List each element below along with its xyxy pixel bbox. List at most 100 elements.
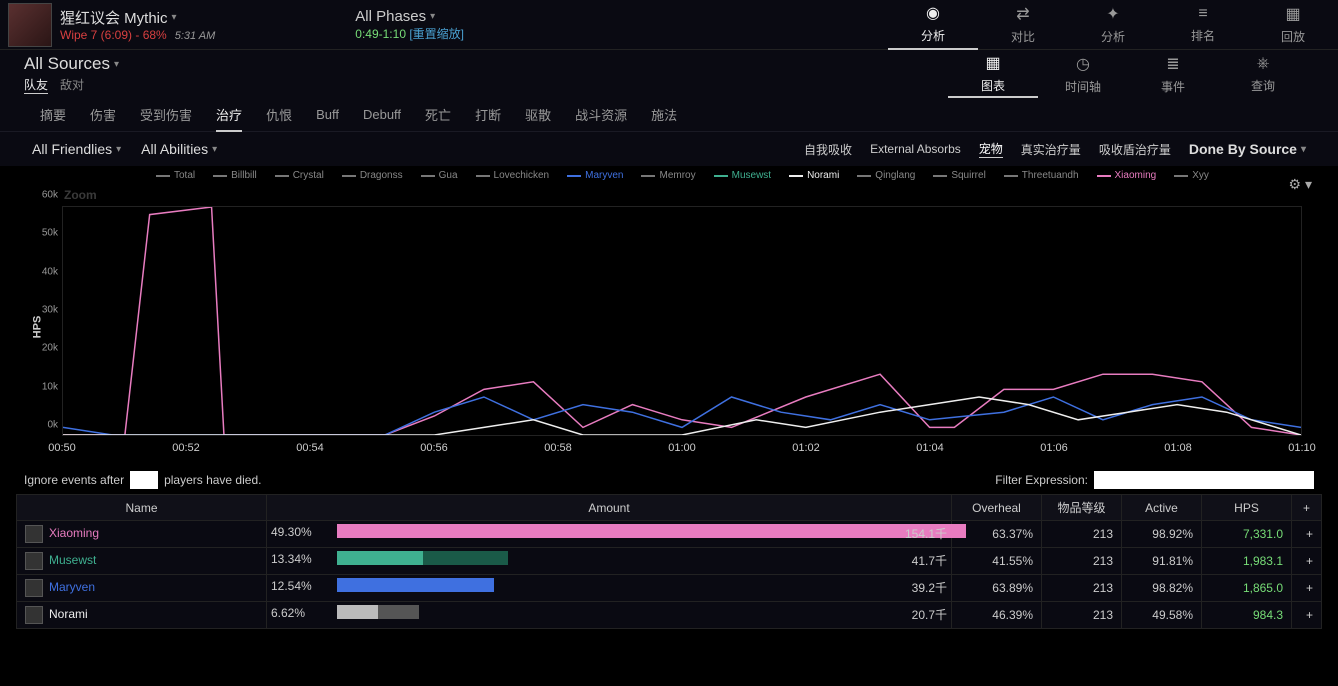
cat-tab-治疗[interactable]: 治疗: [216, 105, 242, 132]
top-tab-分析[interactable]: ◉分析: [888, 0, 978, 50]
cell-active: 98.92%: [1122, 521, 1202, 548]
expand-button[interactable]: +: [1292, 521, 1322, 548]
plot-area[interactable]: [62, 206, 1302, 436]
x-tick: 01:00: [668, 442, 696, 454]
expand-button[interactable]: +: [1292, 548, 1322, 575]
cat-tab-施法[interactable]: 施法: [651, 105, 677, 124]
tab-label: 对比: [1011, 28, 1035, 45]
tab-icon: ◉: [926, 3, 940, 23]
cell-ilvl: 213: [1042, 575, 1122, 602]
view-tab-图表[interactable]: ▦图表: [948, 50, 1038, 98]
legend-item-Dragonss[interactable]: Dragonss: [342, 170, 403, 181]
top-tab-回放[interactable]: ▦ 回放: [1248, 0, 1338, 50]
legend-item-Threetuandh[interactable]: Threetuandh: [1004, 170, 1079, 181]
cat-tab-仇恨[interactable]: 仇恨: [266, 105, 292, 124]
col-物品等级[interactable]: 物品等级: [1042, 495, 1122, 521]
filter-expr-input[interactable]: [1094, 471, 1314, 489]
legend-item-Lovechicken[interactable]: Lovechicken: [476, 170, 550, 181]
cell-amount: 49.30%154.1千: [267, 521, 952, 548]
col-Amount[interactable]: Amount: [267, 495, 952, 521]
view-tab-事件[interactable]: ≣ 事件: [1128, 50, 1218, 98]
legend-item-Billbill[interactable]: Billbill: [213, 170, 257, 181]
legend-item-Xyy[interactable]: Xyy: [1174, 170, 1209, 181]
sources-dropdown[interactable]: All Sources ▾: [24, 54, 119, 74]
abilities-dropdown[interactable]: All Abilities ▾: [141, 141, 217, 157]
top-tab-排名[interactable]: ≡排名: [1158, 0, 1248, 50]
tab-label: 排名: [1191, 27, 1215, 44]
view-tab-时间轴[interactable]: ◷时间轴: [1038, 50, 1128, 98]
col-Overheal[interactable]: Overheal: [952, 495, 1042, 521]
legend-item-Memroy[interactable]: Memroy: [641, 170, 695, 181]
y-tick: 50k: [42, 228, 58, 239]
tab-label: 查询: [1251, 77, 1275, 94]
col-Active[interactable]: Active: [1122, 495, 1202, 521]
view-tab-查询[interactable]: ⎈查询: [1218, 50, 1308, 98]
col-+[interactable]: +: [1292, 495, 1322, 521]
legend-item-Total[interactable]: Total: [156, 170, 195, 181]
top-tab-分析[interactable]: ✦分析: [1068, 0, 1158, 50]
table-row[interactable]: Norami6.62%20.7千46.39%21349.58%984.3+: [17, 602, 1322, 629]
filter-External Absorbs[interactable]: External Absorbs: [870, 142, 961, 156]
cell-ilvl: 213: [1042, 602, 1122, 629]
expand-button[interactable]: +: [1292, 575, 1322, 602]
view-tabs: ▦图表◷时间轴 ≣ 事件 ⎈查询: [948, 50, 1308, 98]
filter-right: 自我吸收 External Absorbs 宠物 真实治疗量 吸收盾治疗量 Done By…: [804, 140, 1306, 158]
tab-label: 分析: [1101, 28, 1125, 45]
cell-name: Norami: [17, 602, 267, 629]
tab-label: 事件: [1161, 78, 1185, 95]
top-tab-对比[interactable]: ⇄对比: [978, 0, 1068, 50]
filter-自我吸收[interactable]: 自我吸收: [804, 141, 852, 158]
cat-tab-伤害[interactable]: 伤害: [90, 105, 116, 124]
filter-真实治疗量[interactable]: 真实治疗量: [1021, 141, 1081, 158]
col-HPS[interactable]: HPS: [1202, 495, 1292, 521]
tab-enemy[interactable]: 敌对: [60, 76, 84, 94]
phases-dropdown[interactable]: All Phases ▾: [355, 8, 464, 25]
table-header-row: NameAmountOverheal物品等级ActiveHPS+: [17, 495, 1322, 521]
category-tabs: 摘要 伤害 受到伤害 治疗 仇恨 Buff Debuff 死亡 打断 驱散 战斗资源 施法: [0, 98, 1338, 132]
legend-item-Musewst[interactable]: Musewst: [714, 170, 771, 181]
legend-item-Norami[interactable]: Norami: [789, 170, 839, 181]
done-by-dropdown[interactable]: Done By Source ▾: [1189, 141, 1306, 157]
tab-label: 回放: [1281, 28, 1305, 45]
table-row[interactable]: Musewst13.34%41.7千41.55%21391.81%1,983.1…: [17, 548, 1322, 575]
cat-tab-Debuff[interactable]: Debuff: [363, 107, 401, 122]
cat-tab-受到伤害[interactable]: 受到伤害: [140, 105, 192, 124]
gear-icon[interactable]: ⚙ ▾: [1289, 176, 1312, 193]
col-Name[interactable]: Name: [17, 495, 267, 521]
friendlies-dropdown[interactable]: All Friendlies ▾: [32, 141, 121, 157]
legend-item-Xiaoming[interactable]: Xiaoming: [1097, 170, 1157, 181]
cat-tab-战斗资源[interactable]: 战斗资源: [575, 105, 627, 124]
ignore-count-input[interactable]: [130, 471, 158, 489]
tab-icon: ≣: [1166, 54, 1179, 74]
x-tick: 00:54: [296, 442, 324, 454]
abilities-label: All Abilities: [141, 141, 208, 157]
filter-吸收盾治疗量[interactable]: 吸收盾治疗量: [1099, 141, 1171, 158]
cat-tab-打断[interactable]: 打断: [475, 105, 501, 124]
filter-宠物[interactable]: 宠物: [979, 140, 1003, 158]
cat-tab-Buff[interactable]: Buff: [316, 107, 339, 122]
secondary-bar: All Sources ▾ 队友 敌对 ▦图表◷时间轴 ≣ 事件 ⎈查询: [0, 50, 1338, 98]
reset-zoom-link[interactable]: [重置缩放]: [409, 27, 464, 41]
tab-friendly[interactable]: 队友: [24, 76, 48, 94]
cell-amount: 12.54%39.2千: [267, 575, 952, 602]
table-row[interactable]: Xiaoming49.30%154.1千63.37%21398.92%7,331…: [17, 521, 1322, 548]
cat-tab-死亡[interactable]: 死亡: [425, 105, 451, 124]
cat-tab-驱散[interactable]: 驱散: [525, 105, 551, 124]
legend-item-Qinglang[interactable]: Qinglang: [857, 170, 915, 181]
legend-item-Gua[interactable]: Gua: [421, 170, 458, 181]
legend-item-Squirrel[interactable]: Squirrel: [933, 170, 985, 181]
tab-icon: ▦: [1285, 4, 1300, 24]
boss-icon: [8, 3, 52, 47]
legend-item-Maryven[interactable]: Maryven: [567, 170, 623, 181]
boss-title-dropdown[interactable]: 猩红议会 Mythic ▾: [60, 7, 215, 28]
cell-hps: 984.3: [1202, 602, 1292, 629]
cell-name: Maryven: [17, 575, 267, 602]
cell-ilvl: 213: [1042, 521, 1122, 548]
x-tick: 01:04: [916, 442, 944, 454]
cat-tab-摘要[interactable]: 摘要: [40, 105, 66, 124]
tab-icon: ▦: [985, 53, 1000, 73]
expand-button[interactable]: +: [1292, 602, 1322, 629]
legend-item-Crystal[interactable]: Crystal: [275, 170, 324, 181]
table-row[interactable]: Maryven12.54%39.2千63.89%21398.82%1,865.0…: [17, 575, 1322, 602]
header: 猩红议会 Mythic ▾ Wipe 7 (6:09) - 68% 5:31 A…: [0, 0, 1338, 50]
